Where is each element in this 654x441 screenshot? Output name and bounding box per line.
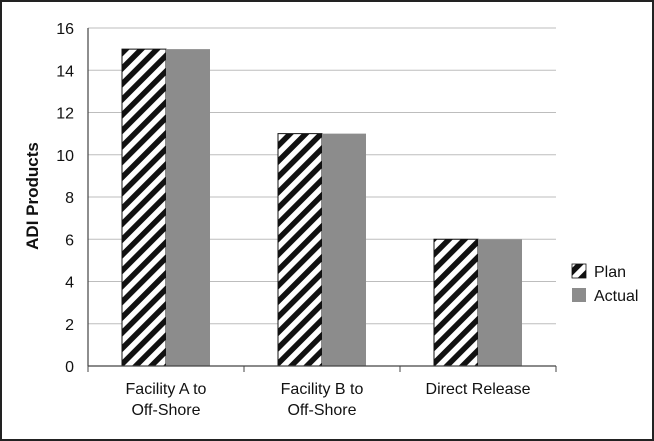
bar-actual-2 bbox=[478, 239, 522, 366]
y-axis-title: ADI Products bbox=[23, 142, 42, 250]
bar-actual-0 bbox=[166, 49, 210, 366]
bar-plan-0 bbox=[121, 48, 167, 367]
y-tick-label: 8 bbox=[65, 190, 74, 207]
y-tick-labels: 0 2 4 6 8 10 12 14 16 bbox=[56, 21, 74, 376]
bar-actual-1 bbox=[322, 133, 366, 366]
bars bbox=[121, 48, 522, 367]
x-category-label: Direct Release bbox=[426, 381, 531, 398]
y-tick-label: 16 bbox=[56, 21, 74, 38]
legend-swatch-plan bbox=[571, 263, 587, 279]
bar-plan-2 bbox=[433, 238, 479, 367]
y-tick-label: 0 bbox=[65, 359, 74, 376]
x-category-label: Facility A to bbox=[126, 381, 207, 398]
legend: Plan Actual bbox=[571, 263, 638, 305]
axes bbox=[87, 28, 557, 372]
y-tick-label: 6 bbox=[65, 232, 74, 249]
x-category-label: Facility B to bbox=[281, 381, 364, 398]
bar-plan-1 bbox=[277, 133, 323, 367]
legend-label-actual: Actual bbox=[594, 288, 638, 305]
y-tick-label: 10 bbox=[56, 148, 74, 165]
y-tick-label: 14 bbox=[56, 63, 74, 80]
y-tick-label: 12 bbox=[56, 106, 74, 123]
y-tick-label: 2 bbox=[65, 317, 74, 334]
legend-swatch-actual bbox=[572, 288, 586, 302]
x-category-label: Off-Shore bbox=[287, 402, 356, 419]
y-tick-label: 4 bbox=[65, 275, 74, 292]
x-category-labels: Facility A to Off-Shore Facility B to Off-S… bbox=[126, 381, 531, 419]
x-category-label: Off-Shore bbox=[131, 402, 200, 419]
legend-label-plan: Plan bbox=[594, 264, 626, 281]
